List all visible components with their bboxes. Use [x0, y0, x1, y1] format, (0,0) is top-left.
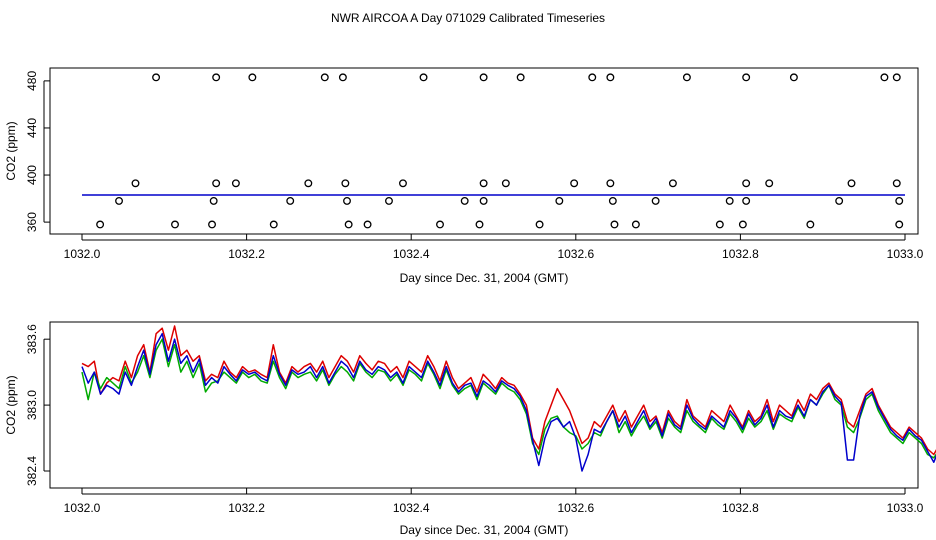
data-point	[668, 179, 677, 188]
data-point	[212, 179, 221, 188]
x-tick-label: 1032.2	[228, 501, 265, 515]
data-point	[847, 179, 856, 188]
data-point	[631, 220, 640, 229]
data-point	[715, 220, 724, 229]
y-axis-1: 360 400 440 480	[25, 71, 50, 232]
x-tick-label: 1032.0	[64, 247, 101, 261]
data-point	[209, 196, 218, 205]
plot-frame-1	[49, 67, 919, 235]
data-point	[742, 179, 751, 188]
data-point	[269, 220, 278, 229]
x-axis-label-1: Day since Dec. 31, 2004 (GMT)	[400, 271, 569, 285]
page-title: NWR AIRCOA A Day 071029 Calibrated Times…	[331, 11, 605, 25]
data-point	[835, 196, 844, 205]
x-tick-label: 1033.0	[887, 247, 924, 261]
data-point	[344, 220, 353, 229]
data-point	[341, 179, 350, 188]
y-tick-label: 480	[25, 71, 39, 91]
x-tick-label: 1032.6	[557, 501, 594, 515]
data-point	[320, 73, 329, 82]
series-line-red	[81, 325, 936, 456]
data-point	[892, 179, 901, 188]
scatter-points-1	[96, 73, 904, 229]
data-point	[501, 179, 510, 188]
data-point	[738, 220, 747, 229]
data-point	[286, 196, 295, 205]
x-tick-label: 1032.8	[722, 247, 759, 261]
x-axis-2: 1032.0 1032.2 1032.4 1032.6 1032.8 1033.0	[64, 488, 924, 515]
data-point	[152, 73, 161, 82]
data-point	[570, 179, 579, 188]
x-tick-label: 1032.0	[64, 501, 101, 515]
data-point	[419, 73, 428, 82]
data-point	[765, 179, 774, 188]
y-tick-label: 440	[25, 118, 39, 138]
data-point	[651, 196, 660, 205]
series-line-blue	[81, 332, 936, 472]
data-point	[725, 196, 734, 205]
data-point	[880, 73, 889, 82]
data-point	[385, 196, 393, 205]
data-point	[610, 220, 619, 229]
data-point	[535, 220, 544, 229]
x-tick-label: 1033.0	[887, 501, 924, 515]
x-tick-label: 1032.6	[557, 247, 594, 261]
data-point	[304, 179, 313, 188]
y-axis-label-2: CO2 (ppm)	[4, 375, 18, 434]
data-point	[895, 196, 904, 205]
data-point	[212, 73, 221, 82]
data-point	[338, 73, 347, 82]
series-group-2	[81, 325, 936, 472]
data-point	[608, 196, 617, 205]
data-point	[479, 179, 488, 188]
data-point	[682, 73, 691, 82]
y-tick-label: 360	[25, 212, 39, 232]
x-tick-label: 1032.4	[393, 501, 430, 515]
data-point	[806, 220, 815, 229]
data-point	[343, 196, 351, 205]
x-tick-label: 1032.4	[393, 247, 430, 261]
data-point	[742, 196, 751, 205]
data-point	[248, 73, 257, 82]
data-point	[606, 73, 615, 82]
data-point	[436, 220, 444, 229]
data-point	[516, 73, 525, 82]
data-point	[460, 196, 469, 205]
data-point	[588, 73, 597, 82]
data-point	[115, 196, 123, 205]
y-tick-label: 400	[25, 165, 39, 185]
data-point	[231, 179, 240, 188]
data-point	[475, 220, 484, 229]
data-point	[363, 220, 372, 229]
x-tick-label: 1032.8	[722, 501, 759, 515]
data-point	[399, 179, 407, 188]
data-point	[895, 220, 904, 229]
data-point	[606, 179, 615, 188]
chart-panel-2: 382.4 383.0 383.6 1032.0 1032.2 1032.4 1032.6…	[4, 321, 936, 537]
data-point	[742, 73, 751, 82]
y-tick-label: 383.0	[25, 390, 39, 420]
y-axis-label-1: CO2 (ppm)	[4, 121, 18, 180]
x-tick-label: 1032.2	[228, 247, 265, 261]
x-axis-label-2: Day since Dec. 31, 2004 (GMT)	[400, 523, 569, 537]
x-axis-1: 1032.0 1032.2 1032.4 1032.6 1032.8 1033.0	[64, 234, 924, 261]
data-point	[789, 73, 798, 82]
y-tick-label: 382.4	[25, 456, 39, 486]
data-point	[131, 179, 140, 188]
y-tick-label: 383.6	[25, 324, 39, 354]
data-point	[479, 73, 488, 82]
data-point	[171, 220, 179, 229]
data-point	[479, 196, 488, 205]
data-point	[96, 220, 105, 229]
data-point	[555, 196, 564, 205]
plot-frame-2	[49, 321, 919, 489]
data-point	[208, 220, 216, 229]
data-point	[892, 73, 901, 82]
y-axis-2: 382.4 383.0 383.6	[25, 324, 50, 486]
series-line-green	[81, 338, 936, 459]
